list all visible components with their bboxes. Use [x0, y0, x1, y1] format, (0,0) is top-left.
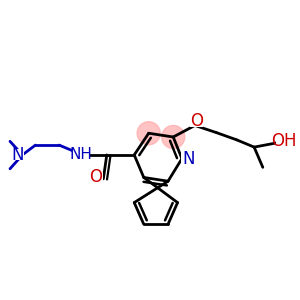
FancyBboxPatch shape — [72, 148, 90, 160]
Text: OH: OH — [271, 132, 296, 150]
Text: O: O — [190, 112, 203, 130]
Circle shape — [137, 122, 160, 145]
FancyBboxPatch shape — [276, 136, 292, 147]
Circle shape — [162, 125, 185, 148]
FancyBboxPatch shape — [190, 116, 203, 127]
Text: NH: NH — [70, 147, 92, 162]
FancyBboxPatch shape — [90, 172, 103, 183]
Text: N: N — [182, 150, 194, 168]
FancyBboxPatch shape — [181, 153, 196, 164]
Text: N: N — [12, 146, 24, 164]
Text: O: O — [90, 168, 103, 186]
FancyBboxPatch shape — [12, 149, 24, 161]
